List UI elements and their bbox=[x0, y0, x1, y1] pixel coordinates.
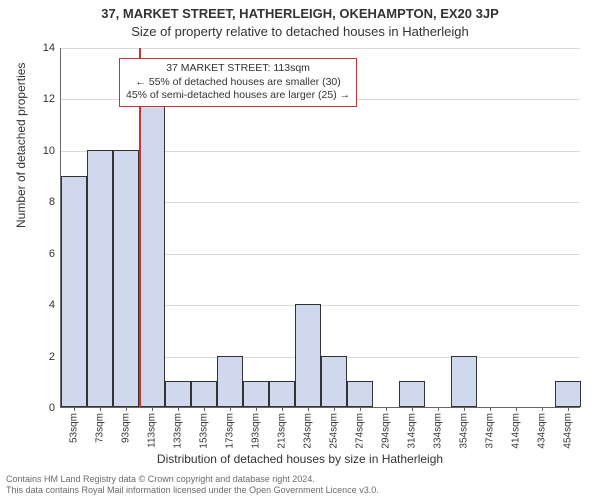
y-tick-label: 10 bbox=[43, 145, 55, 157]
x-tick-label: 153sqm bbox=[199, 413, 210, 449]
x-tick-label: 374sqm bbox=[485, 413, 496, 449]
y-tick-label: 0 bbox=[49, 402, 55, 414]
x-tick bbox=[256, 407, 257, 411]
x-tick bbox=[464, 407, 465, 411]
x-tick-label: 314sqm bbox=[407, 413, 418, 449]
x-tick-label: 234sqm bbox=[303, 413, 314, 449]
x-tick-label: 354sqm bbox=[459, 413, 470, 449]
x-tick-label: 133sqm bbox=[173, 413, 184, 449]
x-tick-label: 454sqm bbox=[563, 413, 574, 449]
x-tick bbox=[438, 407, 439, 411]
histogram-bar bbox=[165, 381, 191, 407]
x-axis-label: Distribution of detached houses by size … bbox=[0, 452, 600, 466]
x-tick bbox=[386, 407, 387, 411]
x-tick bbox=[516, 407, 517, 411]
x-tick bbox=[282, 407, 283, 411]
x-tick bbox=[178, 407, 179, 411]
y-axis-label: Number of detached properties bbox=[14, 63, 28, 228]
x-tick-label: 254sqm bbox=[329, 413, 340, 449]
x-tick-label: 93sqm bbox=[121, 413, 132, 443]
histogram-bar bbox=[243, 381, 269, 407]
histogram-bar bbox=[61, 176, 87, 407]
histogram-bar bbox=[139, 98, 165, 407]
x-tick bbox=[204, 407, 205, 411]
plot-area: 0246810121453sqm73sqm93sqm113sqm133sqm15… bbox=[60, 48, 580, 408]
x-tick bbox=[360, 407, 361, 411]
x-tick bbox=[412, 407, 413, 411]
histogram-bar bbox=[451, 356, 477, 407]
chart-container: 37, MARKET STREET, HATHERLEIGH, OKEHAMPT… bbox=[0, 0, 600, 500]
x-tick bbox=[230, 407, 231, 411]
x-tick bbox=[74, 407, 75, 411]
x-tick-label: 173sqm bbox=[225, 413, 236, 449]
chart-subtitle: Size of property relative to detached ho… bbox=[0, 24, 600, 39]
chart-title-address: 37, MARKET STREET, HATHERLEIGH, OKEHAMPT… bbox=[0, 6, 600, 21]
footer-line-1: Contains HM Land Registry data © Crown c… bbox=[6, 474, 379, 485]
x-tick bbox=[308, 407, 309, 411]
x-tick-label: 53sqm bbox=[69, 413, 80, 443]
y-tick-label: 8 bbox=[49, 196, 55, 208]
histogram-bar bbox=[217, 356, 243, 407]
x-tick bbox=[126, 407, 127, 411]
histogram-bar bbox=[347, 381, 373, 407]
histogram-bar bbox=[555, 381, 581, 407]
info-box-line: 37 MARKET STREET: 113sqm bbox=[126, 62, 350, 76]
histogram-bar bbox=[321, 356, 347, 407]
property-info-box: 37 MARKET STREET: 113sqm← 55% of detache… bbox=[119, 58, 357, 107]
y-tick-label: 12 bbox=[43, 93, 55, 105]
x-tick-label: 73sqm bbox=[95, 413, 106, 443]
x-tick bbox=[490, 407, 491, 411]
info-box-line: 45% of semi-detached houses are larger (… bbox=[126, 89, 350, 103]
x-tick bbox=[100, 407, 101, 411]
x-tick bbox=[542, 407, 543, 411]
x-tick-label: 434sqm bbox=[537, 413, 548, 449]
histogram-bar bbox=[191, 381, 217, 407]
x-tick-label: 113sqm bbox=[147, 413, 158, 448]
histogram-bar bbox=[399, 381, 425, 407]
histogram-bar bbox=[295, 304, 321, 407]
x-tick-label: 414sqm bbox=[511, 413, 522, 449]
footer-attribution: Contains HM Land Registry data © Crown c… bbox=[6, 474, 379, 496]
x-tick bbox=[334, 407, 335, 411]
y-tick-label: 6 bbox=[49, 248, 55, 260]
footer-line-2: This data contains Royal Mail informatio… bbox=[6, 485, 379, 496]
histogram-bar bbox=[87, 150, 113, 407]
x-tick-label: 213sqm bbox=[277, 413, 288, 449]
y-tick-label: 14 bbox=[43, 42, 55, 54]
x-tick-label: 334sqm bbox=[433, 413, 444, 449]
x-tick-label: 294sqm bbox=[381, 413, 392, 449]
x-tick-label: 193sqm bbox=[251, 413, 262, 449]
info-box-line: ← 55% of detached houses are smaller (30… bbox=[126, 76, 350, 90]
y-tick-label: 2 bbox=[49, 351, 55, 363]
histogram-bar bbox=[269, 381, 295, 407]
x-tick bbox=[152, 407, 153, 411]
x-tick bbox=[568, 407, 569, 411]
y-tick-label: 4 bbox=[49, 299, 55, 311]
x-tick-label: 274sqm bbox=[355, 413, 366, 449]
histogram-bar bbox=[113, 150, 139, 407]
